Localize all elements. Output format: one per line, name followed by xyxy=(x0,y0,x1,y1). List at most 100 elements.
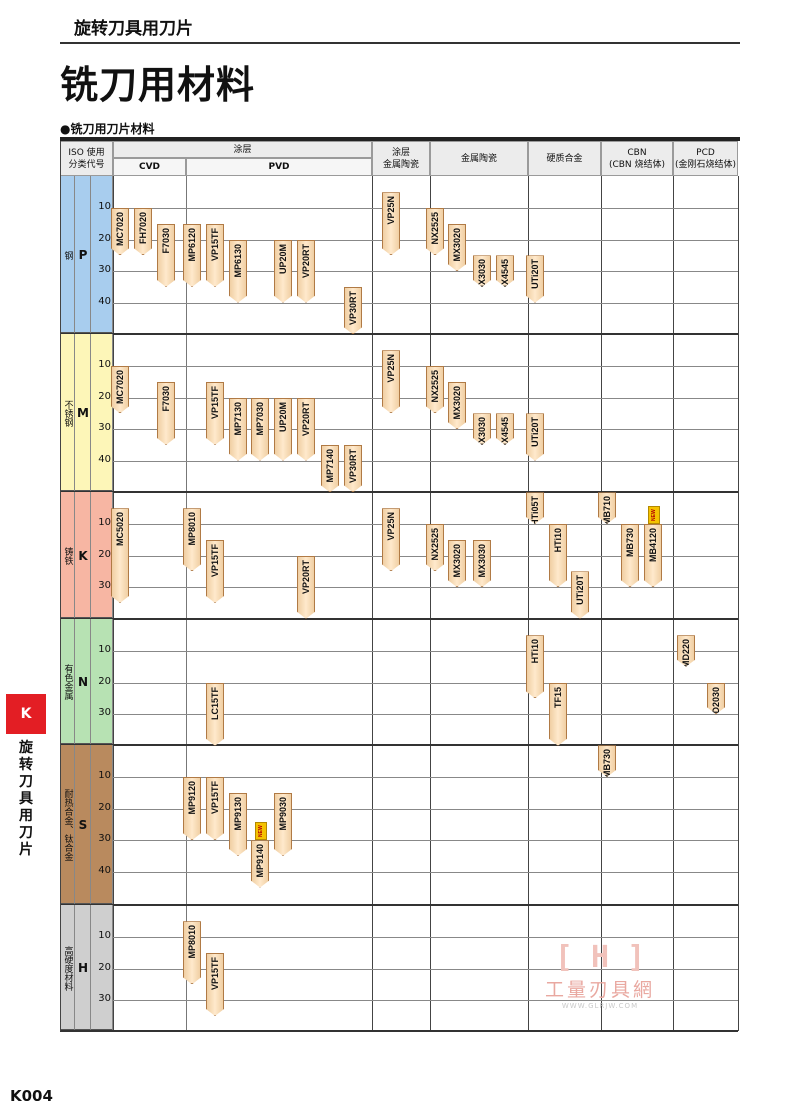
grade-marker: MP7140 xyxy=(321,445,339,492)
top-rule xyxy=(60,137,740,141)
grade-label: LC15TF xyxy=(210,686,220,720)
page-header: 旋转刀具用刀片 xyxy=(74,19,193,39)
grade-label: VP30RT xyxy=(348,291,358,326)
grade-label: F7030 xyxy=(161,227,171,254)
grade-marker: HTi05T xyxy=(526,492,544,524)
grid-line xyxy=(113,1000,738,1002)
new-badge: NEW xyxy=(648,506,660,524)
grade-label: FH7020 xyxy=(138,212,148,245)
grade-label: VP20RT xyxy=(301,401,311,436)
col-header-carbide: 硬质合金 xyxy=(528,141,601,176)
grid-line xyxy=(113,397,738,399)
grade-label: HTi05T xyxy=(530,496,540,527)
grade-label: NX4545 xyxy=(500,417,510,450)
grade-marker: UP20M xyxy=(274,240,292,303)
grade-label: MC5020 xyxy=(115,512,125,547)
band-K-name: 铸铁 xyxy=(62,546,73,565)
column-divider xyxy=(673,176,674,1031)
grade-label: VP15TF xyxy=(210,385,220,419)
new-badge: NEW xyxy=(255,822,267,841)
grid-line xyxy=(113,302,738,304)
grade-label: VP15TF xyxy=(210,543,220,577)
band-N-tick-10: 10 xyxy=(98,644,111,655)
col-header-iso: ISO 使用 分类代号 xyxy=(60,141,113,176)
band-K-tick-10: 10 xyxy=(98,517,111,528)
grade-label: UP20M xyxy=(278,243,288,274)
col-header-cbn: CBN (CBN 烧结体) xyxy=(601,141,673,176)
grade-marker: HTi10 xyxy=(549,524,567,587)
band-M-tick-30: 30 xyxy=(98,422,111,434)
watermark: [ H ] 工量刃具網 WWW.GLRJW.COM xyxy=(530,940,670,1010)
band-P-tick-10: 10 xyxy=(98,201,111,212)
grade-marker: MX3030 xyxy=(473,255,491,287)
grade-marker: MP6130 xyxy=(229,240,247,303)
band-separator xyxy=(60,618,738,620)
grade-marker: MP6120 xyxy=(183,224,201,287)
col-header-coat_cermet: 涂层 金属陶瓷 xyxy=(372,141,430,176)
band-M-tick-40: 40 xyxy=(98,453,111,465)
grade-marker: UTi20T xyxy=(571,571,589,618)
grade-marker: F7030 xyxy=(157,224,175,287)
grade-marker: MC7020 xyxy=(111,366,129,413)
grade-marker: VP30RT xyxy=(344,445,362,492)
band-M-tick-10: 10 xyxy=(98,359,111,370)
grade-label: MP7130 xyxy=(233,401,243,436)
band-K-code: K xyxy=(78,548,88,563)
grade-label: MP8010 xyxy=(187,512,197,546)
grade-label: MX3030 xyxy=(477,543,487,578)
col-header-coat: 涂层 xyxy=(113,141,372,158)
side-tab[interactable]: K xyxy=(6,694,46,734)
grid-line xyxy=(113,714,738,716)
grade-label: VP20RT xyxy=(301,243,311,278)
column-divider xyxy=(528,176,529,1031)
band-separator xyxy=(60,333,738,335)
page-title: 铣刀用材料 xyxy=(60,63,256,107)
section-title: ●铣刀用刀片材料 xyxy=(60,122,155,136)
band-M-code: M xyxy=(77,406,89,420)
grade-marker: UTi20T xyxy=(526,255,544,302)
band-S-tick-30: 30 xyxy=(98,833,111,845)
grid-line xyxy=(113,239,738,241)
grade-marker: MP9130 xyxy=(229,793,247,856)
watermark-logo: [ H ] xyxy=(554,940,646,975)
grid-line xyxy=(113,555,738,557)
grade-marker: VP30RT xyxy=(344,287,362,334)
grid-line xyxy=(113,871,738,873)
grade-label: UP20M xyxy=(278,401,288,432)
col-header-pcd: PCD (金刚石烧结体) xyxy=(673,141,738,176)
grade-marker: UP20M xyxy=(274,398,292,461)
grade-label: MB4120 xyxy=(648,528,658,563)
grade-label: MD2030 xyxy=(711,686,721,721)
grade-label: MP7030 xyxy=(255,401,265,436)
grid-line xyxy=(113,460,738,462)
grade-label: VP15TF xyxy=(210,956,220,990)
grade-label: VP25N xyxy=(386,354,396,383)
grid-line xyxy=(113,840,738,842)
grade-label: MX3030 xyxy=(477,259,487,293)
grade-label: MP8010 xyxy=(187,925,197,959)
grade-label: VP15TF xyxy=(210,227,220,261)
grade-label: MP6120 xyxy=(187,227,197,262)
grid-line xyxy=(113,271,738,273)
grid-line xyxy=(113,682,738,684)
grid-line xyxy=(113,429,738,431)
grade-label: MX3020 xyxy=(452,385,462,420)
band-N-name: 有色金属 xyxy=(62,664,73,700)
table-bottom-rule xyxy=(60,1030,738,1032)
grade-marker: MB4120 xyxy=(644,524,662,587)
grade-marker: TF15 xyxy=(549,683,567,746)
band-M-tick-cell xyxy=(91,334,113,492)
grade-marker: MD2030 xyxy=(707,683,725,715)
grade-marker: F7030 xyxy=(157,382,175,445)
band-P-tick-20: 20 xyxy=(98,232,111,244)
grid-line xyxy=(113,777,738,778)
grade-label: MC7020 xyxy=(115,212,125,247)
grade-label: TF15 xyxy=(553,686,563,708)
grade-label: MD220 xyxy=(681,639,691,669)
band-P-tick-cell xyxy=(91,176,113,334)
band-N-tick-30: 30 xyxy=(98,707,111,719)
grade-label: MB730 xyxy=(602,749,612,779)
grade-marker: MP8010 xyxy=(183,921,201,984)
grade-marker: NX2525 xyxy=(426,524,444,571)
col-header-cermet: 金属陶瓷 xyxy=(430,141,528,176)
